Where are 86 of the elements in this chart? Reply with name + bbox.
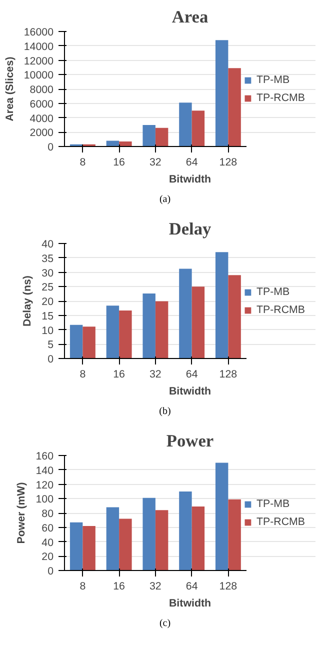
y-tick-label: 40: [42, 238, 54, 250]
bar: [142, 294, 156, 358]
text: (b): [159, 405, 171, 419]
legend-label: TP-MB: [256, 286, 290, 298]
y-tick-label: 5: [48, 339, 54, 352]
bar: [106, 306, 120, 358]
bar: [82, 326, 96, 358]
chart-title: Power: [166, 432, 214, 450]
bar: [142, 498, 156, 570]
y-tick-label: 4000: [30, 112, 54, 125]
bar: [228, 275, 241, 358]
bar: [179, 102, 192, 146]
bar: [70, 324, 83, 358]
bar: [192, 110, 205, 146]
text: (c): [159, 617, 171, 631]
y-tick-label: 30: [42, 267, 54, 280]
y-tick-label: 0: [48, 566, 54, 578]
bar: [119, 310, 132, 358]
x-tick-label: 128: [219, 156, 238, 168]
bar: [179, 491, 192, 570]
bar: [228, 499, 241, 570]
y-tick-label: 2000: [30, 127, 54, 140]
y-tick-label: 35: [42, 252, 54, 265]
legend-label: TP-MB: [256, 74, 290, 86]
x-tick-label: 32: [150, 368, 162, 380]
y-tick-label: 60: [42, 522, 54, 534]
chart-title: Area: [172, 8, 208, 26]
x-tick-label: 16: [113, 368, 126, 380]
bar: [155, 301, 168, 358]
y-tick-label: 40: [42, 536, 54, 549]
x-tick-label: 128: [219, 580, 238, 592]
bar: [70, 522, 83, 570]
x-tick-label: 8: [80, 368, 86, 380]
bar: [82, 526, 96, 570]
legend-label: TP-MB: [256, 498, 290, 510]
chart-title: Delay: [168, 220, 212, 238]
x-tick-label: 32: [150, 156, 162, 168]
bar: [142, 124, 156, 146]
y-tick-label: 80: [42, 508, 54, 520]
x-tick-label: 8: [80, 156, 86, 168]
bar: [155, 510, 168, 570]
y-tick-label: 20: [42, 551, 54, 564]
y-axis-title: Area (Slices): [4, 56, 16, 122]
x-tick-label: 16: [113, 156, 126, 168]
bar: [179, 268, 192, 358]
text: (a): [159, 193, 171, 207]
x-tick-label: 64: [186, 368, 198, 380]
legend-label: TP-RCMB: [256, 304, 305, 316]
x-tick-label: 16: [113, 580, 126, 592]
y-tick-label: 10000: [24, 70, 54, 82]
y-tick-label: 8000: [30, 84, 54, 96]
y-tick-label: 25: [42, 282, 54, 294]
bar: [155, 128, 168, 146]
bar: [215, 40, 228, 146]
y-tick-label: 0: [48, 142, 54, 154]
y-tick-label: 10: [42, 324, 54, 337]
bar: [192, 286, 205, 358]
y-tick-label: 120: [36, 479, 54, 492]
x-axis-title: Bitwidth: [168, 598, 212, 610]
x-tick-label: 32: [150, 580, 162, 592]
y-tick-label: 20: [42, 296, 54, 308]
y-tick-label: 140: [36, 464, 54, 477]
x-tick-label: 128: [219, 368, 238, 380]
y-tick-label: 16000: [24, 26, 54, 38]
x-tick-label: 64: [186, 156, 198, 168]
bar: [215, 252, 228, 358]
y-tick-label: 15: [42, 310, 54, 322]
y-axis-title: Delay (ns): [22, 275, 34, 326]
legend-label: TP-RCMB: [256, 92, 305, 104]
y-tick-label: 160: [36, 450, 54, 462]
bar: [192, 506, 205, 570]
bar: [106, 507, 120, 570]
x-axis-title: Bitwidth: [168, 174, 212, 186]
y-tick-label: 0: [48, 354, 54, 366]
x-axis-title: Bitwidth: [168, 386, 212, 398]
legend-label: TP-RCMB: [256, 516, 305, 528]
y-tick-label: 6000: [30, 98, 54, 110]
y-tick-label: 14000: [24, 40, 54, 53]
x-tick-label: 64: [186, 580, 198, 592]
y-axis-title: Power (mW): [16, 482, 28, 544]
y-tick-label: 12000: [24, 55, 54, 68]
x-tick-label: 8: [80, 580, 86, 592]
bar: [215, 462, 228, 570]
bar: [119, 518, 132, 570]
y-tick-label: 100: [36, 494, 54, 506]
bar: [228, 68, 241, 146]
